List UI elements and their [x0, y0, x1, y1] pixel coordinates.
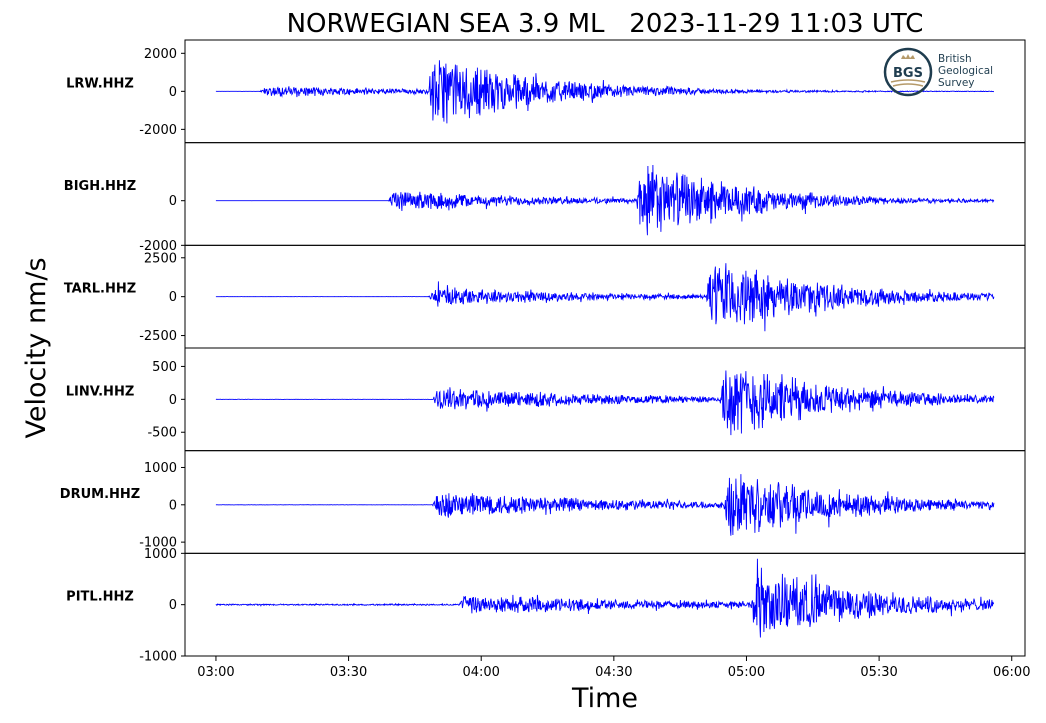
bgs-logo-ring [883, 47, 933, 97]
bgs-logo-line-3: Survey [938, 77, 975, 89]
station-label: DRUM.HHZ [60, 487, 140, 502]
y-tick-label: -2000 [139, 239, 177, 254]
station-label: PITL.HHZ [66, 590, 134, 605]
panel-pitl-hhz: 1000 0 -1000 PITL.HHZ [66, 547, 1026, 665]
waveform-lrw-hhz [215, 60, 994, 124]
x-tick-label: 04:30 [595, 665, 632, 680]
y-axis-label: Velocity nm/s [21, 257, 52, 438]
waveform-linv-hhz [215, 370, 995, 436]
y-tick-label: 0 [169, 498, 177, 513]
y-tick-label: 0 [169, 393, 177, 408]
crown-icon [901, 54, 915, 59]
y-tick-label: 0 [169, 598, 177, 613]
y-tick-label: 0 [169, 85, 177, 100]
chart-title: NORWEGIAN SEA 3.9 ML 2023-11-29 11:03 UT… [287, 9, 924, 39]
bgs-logo-line-1: British [938, 53, 972, 65]
bgs-logo-line-2: Geological [938, 65, 993, 77]
y-tick-label: -500 [147, 426, 177, 441]
x-axis: 03:00 03:30 04:00 04:30 05:00 05:30 06:00 [197, 656, 1030, 680]
station-label: LRW.HHZ [66, 76, 134, 91]
x-tick-label: 03:30 [330, 665, 367, 680]
panel-bigh-hhz: 0 -2000 BIGH.HHZ [64, 142, 1026, 254]
x-tick-label: 03:00 [197, 665, 234, 680]
waveform-pitl-hhz [215, 558, 995, 638]
station-label: LINV.HHZ [66, 384, 135, 399]
bgs-logo-wave [890, 79, 926, 87]
y-tick-label: -1000 [139, 536, 177, 551]
panels-group: 2000 0 -2000 LRW.HHZ 0 -2000 BIGH.HHZ 2500 0 -250… [60, 39, 1026, 665]
x-tick-label: 06:00 [993, 665, 1030, 680]
bgs-logo: BGS British Geological Survey [883, 47, 993, 97]
x-axis-label: Time [571, 683, 638, 714]
y-tick-label: 0 [169, 194, 177, 209]
station-label: TARL.HHZ [64, 282, 136, 297]
x-tick-label: 04:00 [462, 665, 499, 680]
y-tick-label: -2000 [139, 123, 177, 138]
y-tick-label: 1000 [144, 461, 177, 476]
y-tick-label: -2500 [139, 329, 177, 344]
y-tick-label: 2000 [144, 47, 177, 62]
y-tick-label: 2500 [144, 251, 177, 266]
bgs-logo-abbr: BGS [893, 66, 923, 81]
y-tick-label: 500 [152, 360, 177, 375]
panel-tarl-hhz: 2500 0 -2500 TARL.HHZ [64, 244, 1026, 349]
x-tick-label: 05:30 [860, 665, 897, 680]
waveform-drum-hhz [215, 474, 995, 536]
x-tick-label: 05:00 [728, 665, 765, 680]
y-tick-label: -1000 [139, 650, 177, 665]
station-label: BIGH.HHZ [64, 179, 136, 194]
panel-linv-hhz: 500 0 -500 LINV.HHZ [66, 347, 1026, 452]
waveform-tarl-hhz [215, 263, 995, 332]
y-tick-label: 1000 [144, 547, 177, 562]
waveform-bigh-hhz [215, 164, 995, 236]
y-tick-label: 0 [169, 290, 177, 305]
